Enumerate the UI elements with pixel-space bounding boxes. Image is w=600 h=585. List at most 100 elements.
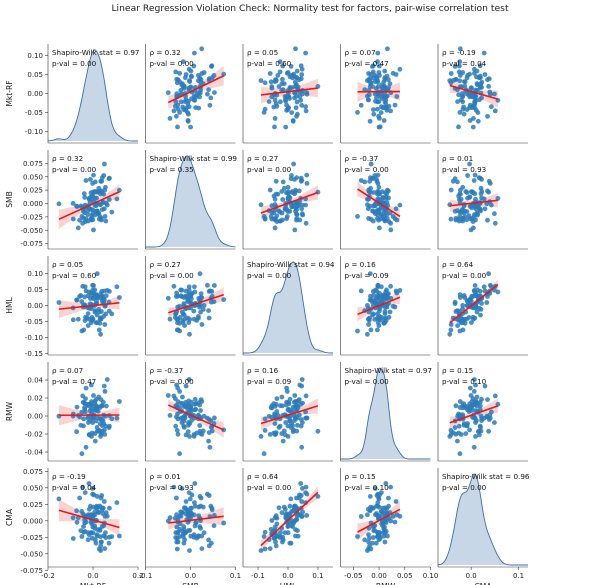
data-point [366,77,371,82]
data-point [186,398,192,404]
data-point [290,118,296,124]
data-point [370,540,375,546]
data-point [109,416,115,422]
data-point [284,216,289,222]
kde-area-cma [438,474,528,565]
y-tick-label: 0.10 [27,270,43,278]
data-point [466,213,472,219]
data-point [77,217,82,223]
data-point [206,417,212,422]
data-point [258,434,264,439]
data-point [380,505,386,511]
rho-label-hml-cma: ρ = 0.64 [442,260,474,269]
data-point [277,209,283,215]
data-point [471,316,476,322]
data-point [103,403,109,409]
data-point [56,201,62,207]
data-point [392,304,398,310]
data-point [452,301,458,306]
data-point [258,78,264,83]
data-point [77,495,82,501]
data-point [196,534,201,540]
rho-label-mkt-rf-hml: ρ = 0.05 [247,48,278,57]
regression-line-cma-mkt-rf [58,509,120,529]
shapiro-wilk-pval-smb: p-val = 0.35 [150,165,194,174]
data-point [280,197,286,202]
data-point [283,420,289,425]
data-point [287,503,293,509]
regression-line-mkt-rf-cma [449,84,499,100]
data-point [293,205,299,211]
data-point [99,493,105,498]
data-point [294,99,300,105]
data-point [379,85,385,90]
data-point [198,431,204,436]
data-point [492,91,497,97]
data-point [90,420,96,425]
shapiro-wilk-stat-rmw: Shapiro-Wilk stat = 0.97 [345,366,432,375]
data-point [367,271,373,277]
shapiro-wilk-pval-cma: p-val = 0.00 [442,483,487,492]
data-point [192,401,198,407]
data-point [267,432,273,437]
data-point [384,517,390,523]
data-point [456,423,462,429]
data-point [92,525,98,531]
data-point [475,212,480,218]
data-point [304,415,310,421]
data-point [370,535,376,540]
data-point [375,50,381,56]
data-point [379,490,384,495]
data-point [117,399,122,404]
data-point [370,63,376,69]
data-point [96,546,102,552]
data-point [448,71,454,76]
data-point [390,514,396,519]
data-point [199,322,205,327]
data-point [274,213,280,219]
regression-line-smb-mkt-rf [58,190,120,221]
data-point [262,546,268,552]
regression-line-hml-cma [449,283,499,324]
data-point [282,506,288,512]
data-point [279,87,285,93]
data-point [86,206,92,212]
data-point [299,514,305,519]
data-point [479,396,484,402]
data-point [287,418,293,423]
data-point [458,196,464,202]
data-point [293,517,299,523]
shapiro-wilk-pval-hml: p-val = 0.00 [247,271,292,280]
data-point [492,393,498,399]
data-point [478,425,483,430]
data-point [114,500,120,505]
data-point [88,177,93,182]
data-point [375,311,380,317]
data-point [85,323,91,328]
data-point [457,451,463,457]
data-point [175,431,181,437]
data-point [481,284,487,290]
data-point [79,409,85,415]
data-point [485,113,490,119]
y-tick-label: 0.00 [27,90,43,98]
data-point [174,546,180,552]
data-point [448,80,454,86]
data-point [291,71,296,77]
data-point [83,444,89,450]
data-point [82,284,88,290]
data-point [477,432,482,438]
data-point [92,438,98,444]
data-point [175,320,180,326]
data-point [481,50,487,56]
data-point [183,499,189,504]
panel-hml-vs-cma: ρ = 0.64 p-val = 0.00 [437,256,528,356]
data-point [461,293,467,298]
data-point [486,271,491,277]
data-point [178,509,184,515]
data-point [212,283,217,288]
data-point [466,315,472,320]
data-point [358,514,364,519]
data-point [174,414,179,420]
data-point [280,76,285,82]
